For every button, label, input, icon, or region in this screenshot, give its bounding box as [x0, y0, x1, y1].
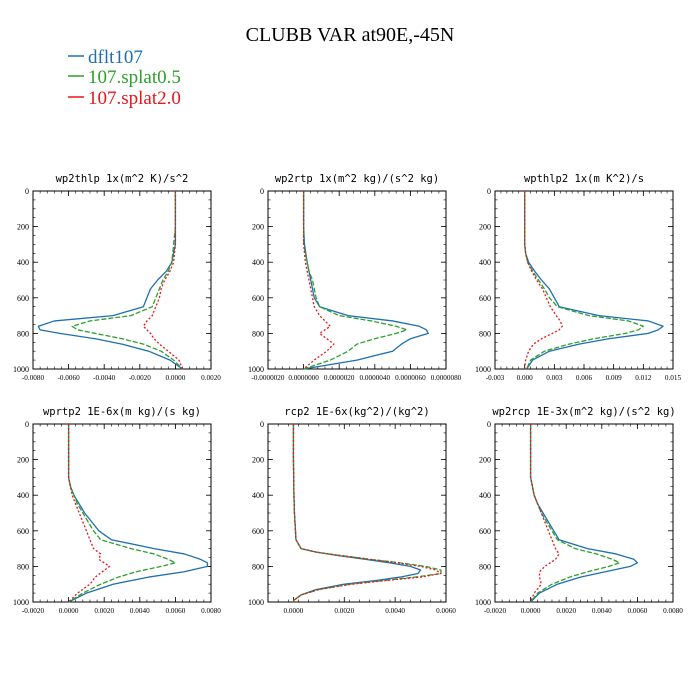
y-tick-label: 400 — [479, 258, 491, 267]
y-tick-label: 400 — [479, 491, 491, 500]
y-tick-label: 0 — [260, 187, 264, 196]
x-tick-label: 0.0060 — [628, 607, 648, 615]
x-tick-label: 0.0020 — [201, 374, 221, 382]
legend: dflt107 107.splat0.5 107.splat2.0 — [68, 47, 181, 109]
x-tick-label: 0.0020 — [94, 607, 114, 615]
series-line-107.splat2.0 — [529, 424, 560, 603]
panel-title: wp2thlp 1x(m^2 K)/s^2 — [56, 173, 189, 185]
y-tick-label: 0 — [487, 187, 491, 196]
y-tick-label: 200 — [479, 456, 491, 465]
y-tick-label: 200 — [479, 223, 491, 232]
y-tick-label: 200 — [252, 223, 264, 232]
x-tick-label: -0.0020 — [22, 607, 45, 615]
y-tick-label: 1000 — [13, 598, 29, 607]
y-tick-label: 400 — [252, 491, 264, 500]
panel-5: wp2rcp 1E-3x(m^2 kg)/(s^2 kg)0 200 400 600 8… — [475, 406, 683, 615]
x-tick-label: 0.0020 — [334, 607, 354, 615]
legend-label-splat2.0: 107.splat2.0 — [88, 88, 181, 109]
series-line-107.splat0.5 — [71, 191, 183, 370]
series-line-107.splat2.0 — [67, 424, 111, 603]
x-tick-label: 0.0060 — [166, 607, 186, 615]
y-tick-label: 600 — [479, 527, 491, 536]
y-tick-label: 600 — [252, 527, 264, 536]
series-line-107.splat2.0 — [142, 191, 184, 370]
y-tick-label: 800 — [252, 562, 264, 571]
x-tick-label: 0.0000 — [521, 607, 541, 615]
y-tick-label: 800 — [479, 562, 491, 571]
x-tick-label: 0.012 — [635, 374, 652, 382]
panel-0: wp2thlp 1x(m^2 K)/s^202004006008001000-0… — [13, 173, 221, 382]
x-tick-label: 0.0020 — [556, 607, 576, 615]
legend-label-splat0.5: 107.splat0.5 — [88, 67, 181, 88]
series-line-107.splat2.0 — [292, 424, 442, 603]
x-tick-label: 0.0000060 — [395, 374, 426, 382]
x-tick-label: 0.0000020 — [324, 374, 355, 382]
x-tick-label: -0.0020 — [484, 607, 507, 615]
series-line-107.splat2.0 — [302, 191, 335, 370]
y-tick-label: 800 — [17, 562, 29, 571]
y-tick-label: 0 — [260, 420, 264, 429]
y-tick-label: 0 — [25, 187, 29, 196]
x-tick-label: 0.0000 — [284, 607, 304, 615]
y-tick-label: 1000 — [248, 365, 264, 374]
x-tick-label: 0.0080 — [201, 607, 221, 615]
y-tick-label: 600 — [252, 294, 264, 303]
x-tick-label: 0.0000000 — [288, 374, 319, 382]
y-tick-label: 400 — [17, 491, 29, 500]
y-tick-label: 0 — [487, 420, 491, 429]
x-tick-label: 0.0000040 — [360, 374, 391, 382]
x-tick-label: -0.0080 — [22, 374, 45, 382]
y-tick-label: 400 — [252, 258, 264, 267]
x-tick-label: 0.0040 — [130, 607, 150, 615]
y-tick-label: 1000 — [475, 598, 491, 607]
panel-2: wpthlp2 1x(m K^2)/s 0 200 400 600 800 1000-0.0… — [475, 173, 681, 382]
x-tick-label: -0.003 — [486, 374, 505, 382]
panel-title: wpthlp2 1x(m K^2)/s — [524, 173, 644, 185]
legend-label-dflt107: dflt107 — [88, 47, 143, 68]
panel-title: wprtp2 1E-6x(m kg)/(s kg) — [43, 406, 201, 418]
x-tick-label: 0.003 — [546, 374, 563, 382]
panel-title: rcp2 1E-6x(kg^2)/(kg^2) — [284, 406, 429, 418]
x-tick-label: 0.0000 — [166, 374, 186, 382]
panel-1: wp2rtp 1x(m^2 kg)/(s^2 kg) 0 200 400 600 800 1… — [248, 173, 462, 382]
x-tick-label: 0.009 — [606, 374, 623, 382]
x-tick-label: -0.0020 — [129, 374, 152, 382]
y-tick-label: 600 — [17, 294, 29, 303]
y-tick-label: 1000 — [475, 365, 491, 374]
y-tick-label: 1000 — [13, 365, 29, 374]
y-tick-label: 200 — [17, 223, 29, 232]
panel-3: wprtp2 1E-6x(m kg)/(s kg) 0 200 400 600 800 10… — [13, 406, 221, 615]
series-line-dflt107 — [302, 191, 429, 370]
x-tick-label: -0.0060 — [58, 374, 81, 382]
y-tick-label: 0 — [25, 420, 29, 429]
x-tick-label: 0.015 — [665, 374, 682, 382]
y-tick-label: 600 — [479, 294, 491, 303]
y-tick-label: 400 — [17, 258, 29, 267]
panel-4: rcp2 1E-6x(kg^2)/(kg^2) 0 200 400 600 800 1000… — [248, 406, 456, 615]
panel-title: wp2rcp 1E-3x(m^2 kg)/(s^2 kg) — [492, 406, 675, 418]
x-tick-label: -0.0000020 — [252, 374, 285, 382]
x-tick-label: 0.0080 — [663, 607, 683, 615]
panels: wp2thlp 1x(m^2 K)/s^202004006008001000-0… — [13, 173, 683, 615]
x-tick-label: -0.0040 — [93, 374, 116, 382]
y-tick-label: 600 — [17, 527, 29, 536]
series-line-107.splat2.0 — [524, 191, 563, 370]
x-tick-label: 0.000 — [517, 374, 534, 382]
y-tick-label: 200 — [252, 456, 264, 465]
x-tick-label: 0.0060 — [436, 607, 456, 615]
y-tick-label: 200 — [17, 456, 29, 465]
y-tick-label: 800 — [17, 329, 29, 338]
x-tick-label: 0.0000080 — [431, 374, 462, 382]
x-tick-label: 0.0040 — [592, 607, 612, 615]
panel-title: wp2rtp 1x(m^2 kg)/(s^2 kg) — [275, 173, 439, 185]
y-tick-label: 800 — [479, 329, 491, 338]
x-tick-label: 0.0000 — [59, 607, 79, 615]
x-tick-label: 0.006 — [576, 374, 593, 382]
figure-title: CLUBB VAR at90E,-45N — [246, 24, 455, 46]
x-tick-label: 0.0040 — [385, 607, 405, 615]
y-tick-label: 800 — [252, 329, 264, 338]
y-tick-label: 1000 — [248, 598, 264, 607]
